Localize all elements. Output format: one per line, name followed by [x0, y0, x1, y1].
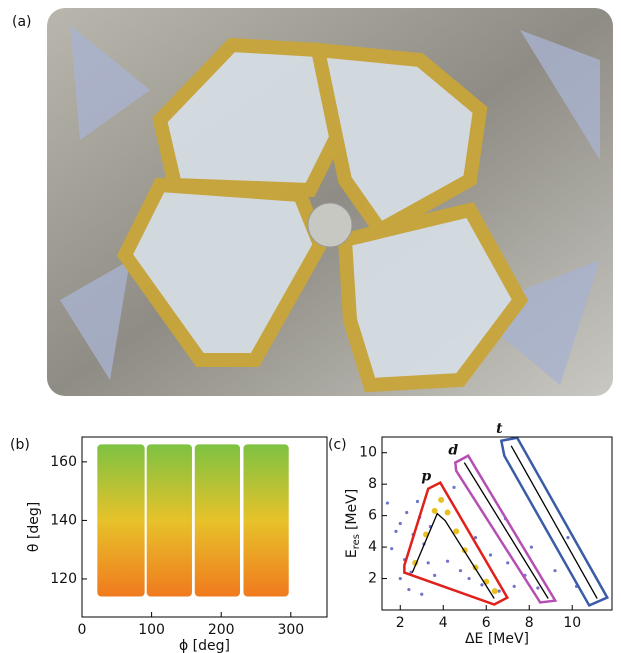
data-point: [530, 545, 533, 548]
data-point: [399, 522, 402, 525]
data-point: [513, 585, 516, 588]
panel-label: (a): [12, 14, 32, 30]
data-point: [467, 577, 470, 580]
y-axis-label: Eres [MeV]: [344, 489, 362, 558]
data-point: [498, 590, 501, 593]
density-band: [97, 444, 144, 596]
x-tick-label: 10: [563, 615, 581, 631]
data-point: [506, 561, 509, 564]
y-tick-label: 120: [50, 571, 77, 587]
x-tick-label: 200: [208, 622, 235, 638]
y-tick-label: 4: [368, 539, 377, 555]
data-point: [405, 511, 408, 514]
data-point: [480, 583, 483, 586]
data-point: [386, 501, 389, 504]
y-axis-label-part: res: [351, 534, 362, 549]
panel-label: (c): [328, 437, 347, 453]
data-point: [420, 593, 423, 596]
data-point: [433, 574, 436, 577]
x-tick-label: 4: [439, 615, 448, 631]
y-axis-label-part: E: [344, 549, 360, 558]
y-axis-label: θ [deg]: [26, 502, 42, 552]
data-point: [536, 586, 539, 589]
y-tick-label: 10: [359, 445, 377, 461]
data-point: [445, 509, 451, 515]
gate-label: p: [421, 469, 431, 485]
data-point: [566, 536, 569, 539]
x-axis-label: ϕ [deg]: [179, 638, 230, 653]
gate-label: d: [448, 443, 458, 459]
data-point: [399, 577, 402, 580]
data-point: [459, 569, 462, 572]
gate-label: t: [496, 421, 503, 437]
y-tick-label: 140: [50, 512, 77, 528]
x-tick-label: 300: [277, 622, 304, 638]
data-point: [432, 508, 438, 514]
x-tick-label: 2: [396, 615, 405, 631]
density-band: [195, 444, 240, 596]
data-point: [407, 588, 410, 591]
y-tick-label: 8: [368, 476, 377, 492]
data-point: [438, 497, 444, 503]
data-point: [394, 530, 397, 533]
data-point: [416, 500, 419, 503]
data-point: [452, 486, 455, 489]
panel-label: (b): [10, 437, 30, 453]
x-tick-label: 6: [482, 615, 491, 631]
y-tick-label: 2: [368, 571, 377, 587]
fit-line: [464, 463, 548, 599]
data-point: [489, 553, 492, 556]
data-point: [492, 588, 498, 594]
data-point: [390, 547, 393, 550]
y-tick-label: 160: [50, 454, 77, 470]
data-point: [453, 528, 459, 534]
data-point: [427, 561, 430, 564]
data-point: [553, 569, 556, 572]
photo: (a): [12, 8, 613, 396]
x-axis-label: ΔE [MeV]: [465, 631, 529, 647]
density-band: [243, 444, 288, 596]
x-tick-label: 8: [525, 615, 534, 631]
figure: (a) 0 100 200 300 120 140 160 ϕ [deg] (b) θ [deg]…: [0, 0, 621, 653]
x-tick-label: 0: [78, 622, 87, 638]
data-point: [446, 560, 449, 563]
x-tick-label: 100: [138, 622, 165, 638]
y-tick-label: 6: [368, 508, 377, 524]
density-band: [147, 444, 192, 596]
y-axis-label-part: [MeV]: [344, 489, 360, 530]
gate: [404, 483, 507, 605]
